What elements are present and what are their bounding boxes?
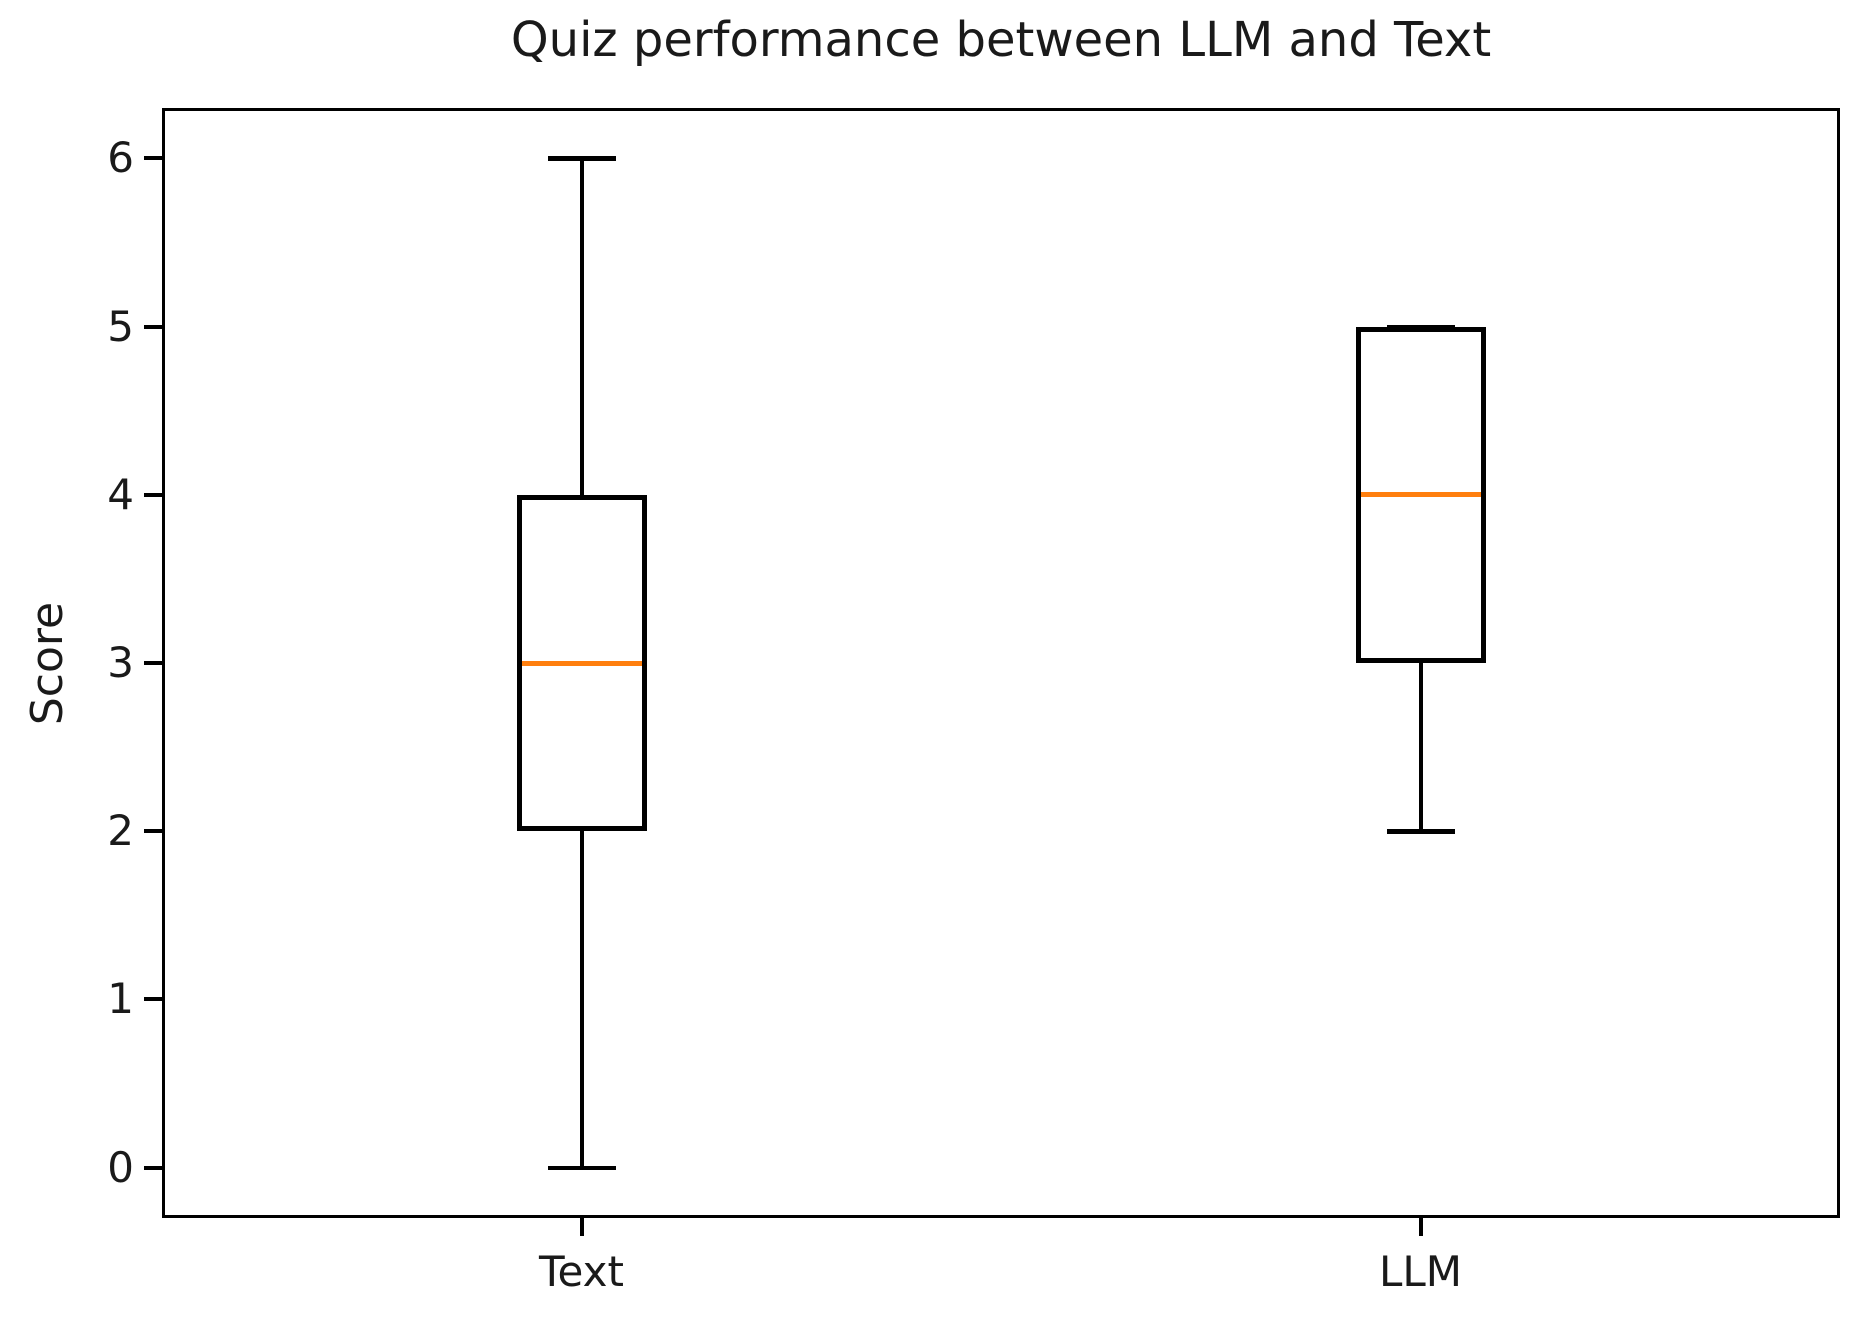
box-llm (1355, 326, 1486, 663)
whisker-cap-lower-text (547, 1165, 616, 1171)
y-tick (144, 997, 162, 1002)
y-tick-label: 1 (107, 974, 134, 1024)
chart-title: Quiz performance between LLM and Text (510, 12, 1492, 68)
x-tick-label-llm: LLM (1378, 1247, 1463, 1296)
x-tick (1418, 1218, 1423, 1236)
y-tick-label: 5 (107, 301, 134, 351)
y-tick-label: 2 (107, 806, 134, 856)
whisker-cap-upper-text (547, 156, 616, 161)
y-tick-label: 0 (107, 1142, 134, 1192)
whisker-cap-lower-llm (1386, 829, 1455, 834)
y-tick (144, 324, 162, 329)
y-tick-label: 3 (107, 638, 134, 687)
y-tick (144, 661, 162, 665)
whisker-lower-llm (1418, 663, 1423, 832)
y-tick-label: 4 (107, 469, 134, 519)
whisker-lower-text (579, 831, 584, 1168)
plot-area (162, 108, 1840, 1218)
median-line-text (521, 660, 642, 666)
y-tick-label: 6 (107, 133, 134, 183)
y-tick (144, 492, 162, 497)
box-text (516, 494, 647, 832)
y-tick (144, 829, 162, 834)
y-tick (144, 1165, 162, 1170)
median-line-llm (1360, 492, 1481, 498)
x-tick-label-text: Text (539, 1247, 624, 1296)
y-tick (144, 156, 162, 161)
whisker-upper-text (579, 158, 584, 495)
x-tick (579, 1218, 584, 1236)
